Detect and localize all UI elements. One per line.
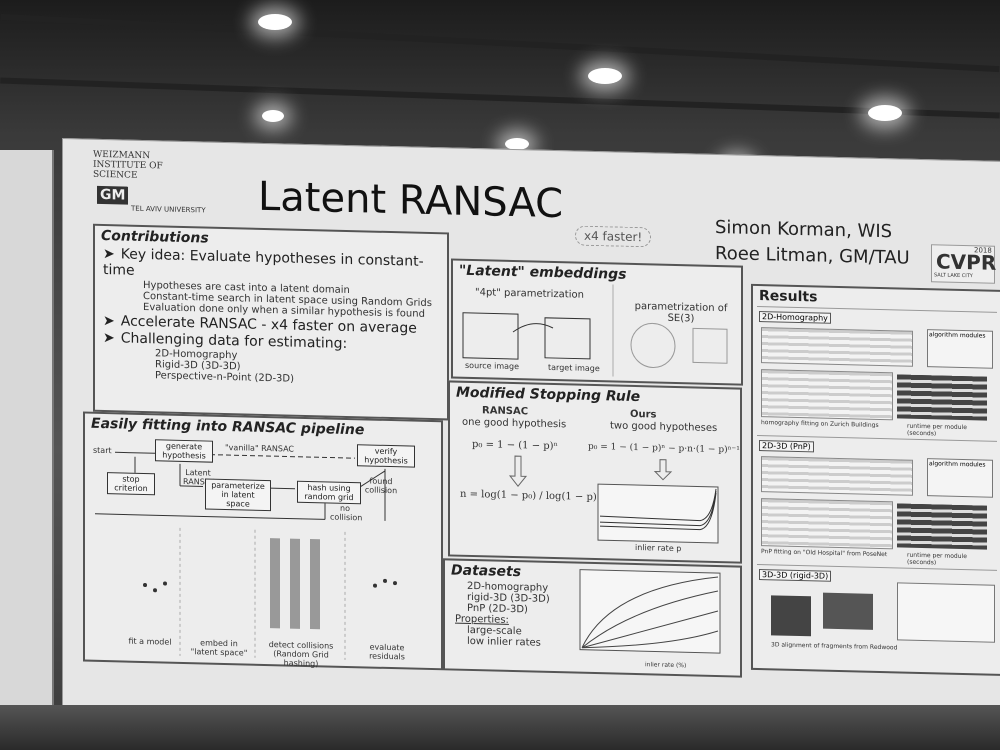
conference-year: 2018: [974, 246, 992, 255]
embeddings-box: "Latent" embeddings "4pt" parametrizatio…: [451, 258, 743, 386]
badge: x4 faster!: [575, 225, 652, 248]
results-box: Results 2D-Homography algorithm modules ho…: [751, 283, 1000, 676]
result-table: [761, 498, 893, 550]
pipeline-node: stop criterion: [107, 472, 155, 496]
bullet: ➤: [103, 246, 115, 263]
institution: WEIZMANN INSTITUTE OF SCIENCE: [93, 149, 163, 181]
conference-logo: CVPR 2018 SALT LAKE CITY: [931, 244, 996, 284]
pipeline-label: start: [93, 445, 112, 456]
fragment-render: [823, 592, 873, 630]
runtime-bars: [897, 503, 987, 550]
axis-label: inlier rate p: [635, 543, 682, 554]
contribution-list: ➤ Key idea: Evaluate hypotheses in consta…: [95, 246, 447, 389]
ceiling-beam: [0, 77, 1000, 119]
neighbor-poster: [0, 150, 54, 710]
axis-label: inlier rate (%): [645, 661, 687, 670]
ceiling-light: [505, 138, 529, 150]
module-legend: algorithm modules: [927, 329, 993, 369]
image-label: target image: [548, 362, 600, 374]
pipeline-label: found collision: [364, 476, 398, 496]
dataset-plot: [579, 569, 721, 654]
result-caption: 3D alignment of fragments from Redwood: [771, 641, 898, 652]
result-title: 2D-3D (PnP): [759, 440, 814, 453]
pipeline-step: detect collisions (Random Grid hashing): [268, 640, 334, 669]
result-section: 2D-Homography algorithm modules homography…: [757, 305, 997, 441]
image-label: source image: [465, 360, 520, 372]
result-table: [761, 327, 913, 367]
result-table: [761, 369, 893, 421]
result-table: [761, 456, 913, 496]
pipeline-label: "vanilla" RANSAC: [225, 442, 295, 454]
author: Simon Korman, WIS: [715, 216, 893, 243]
contribution-text: Key idea: Evaluate hypotheses in constan…: [103, 246, 424, 279]
datasets-box: Datasets 2D-homography rigid-3D (3D-3D) Pn…: [443, 558, 742, 678]
ceiling-light: [262, 110, 284, 122]
poster-title: Latent RANSAC: [258, 173, 564, 228]
stopping-box: Modified Stopping Rule RANSAC one good h…: [448, 380, 742, 564]
result-caption: runtime per module (seconds): [907, 551, 967, 567]
result-caption: PnP fitting on "Old Hospital" from PoseN…: [761, 548, 888, 559]
bullet: ➤: [103, 330, 115, 347]
author: Roee Litman, GM/TAU: [715, 242, 910, 269]
results-sections: 2D-Homography algorithm modules homography…: [753, 305, 1000, 671]
pipeline-label: no collision: [330, 503, 363, 523]
pipeline-step: embed in "latent space": [190, 638, 248, 658]
poster: WEIZMANN INSTITUTE OF SCIENCE GM TEL AVI…: [62, 138, 1000, 741]
contributions-box: Contributions ➤ Key idea: Evaluate hypoth…: [93, 223, 449, 421]
scatter-plot: [897, 582, 995, 643]
result-section: 2D-3D (PnP) algorithm modules PnP fitting …: [757, 434, 997, 570]
pipeline-node: verify hypothesis: [357, 444, 415, 468]
pipeline-step: evaluate residuals: [369, 642, 405, 662]
institution: GM: [97, 185, 129, 205]
pipeline-arrows: [95, 451, 397, 660]
pipeline-step: fit a model: [128, 636, 172, 647]
ceiling-light: [868, 105, 902, 121]
location: SALT LAKE CITY: [934, 272, 973, 280]
stopping-plot: [508, 455, 719, 544]
embedding-figure: [462, 284, 728, 377]
pipeline-node: parameterize in latent space: [205, 478, 271, 512]
ceiling-light: [588, 68, 622, 84]
fragment-render: [771, 595, 811, 637]
module-legend: algorithm modules: [927, 458, 993, 498]
pipeline-box: Easily fitting into RANSAC pipeline star…: [83, 411, 443, 671]
result-title: 3D-3D (rigid-3D): [759, 569, 832, 582]
runtime-bars: [897, 374, 987, 421]
result-title: 2D-Homography: [759, 311, 831, 324]
result-caption: runtime per module (seconds): [907, 422, 967, 438]
ceiling-beam: [0, 13, 1000, 73]
result-caption: homography fitting on Zurich Buildings: [761, 419, 879, 429]
pipeline-node: hash using random grid: [297, 480, 361, 505]
floor: [0, 705, 1000, 750]
result-section: 3D-3D (rigid-3D) 3D alignment of fragment…: [757, 563, 997, 671]
pipeline-node: generate hypothesis: [155, 439, 213, 463]
institution: TEL AVIV UNIVERSITY: [131, 204, 206, 215]
ceiling-light: [258, 14, 292, 30]
bullet: ➤: [103, 313, 115, 330]
